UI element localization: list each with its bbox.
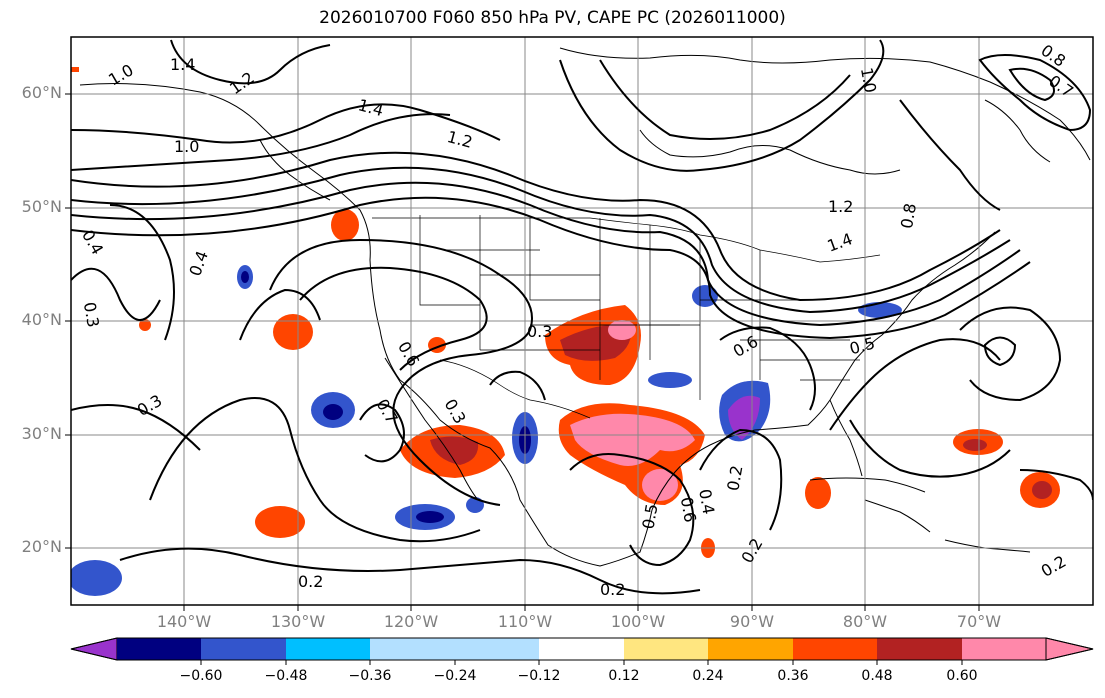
gridlines [71,37,1093,605]
colorbar-label: −0.60 [179,668,223,684]
contour-label: 0.6 [677,496,700,524]
contour-label: 0.8 [897,202,920,230]
colorbar-label: −0.48 [264,668,308,684]
colorbar-label: 0.36 [777,668,809,684]
colorbar-swatch [539,638,624,660]
colorbar-label: −0.36 [348,668,392,684]
colorbar-swatch [624,638,708,660]
lat-label-30n: 30°N [21,424,62,443]
colorbar-swatch [962,638,1046,660]
contour-label: 1.0 [174,137,199,156]
lon-label-130w: 130°W [270,612,326,631]
contour-label: 0.3 [527,322,552,341]
colorbar-swatch [370,638,455,660]
colorbar-swatch [201,638,286,660]
colorbar-label: 0.24 [692,668,724,684]
colorbar-label: 0.48 [861,668,893,684]
colorbar-swatch [793,638,877,660]
lon-label-80w: 80°W [842,612,888,631]
colorbar-swatch [708,638,793,660]
colorbar-swatch [286,638,370,660]
contour-label: 0.2 [298,572,323,591]
colorbar-swatch [455,638,539,660]
colorbar-swatch [117,638,201,660]
colorbar-swatch-under [70,637,118,661]
lon-label-90w: 90°W [729,612,775,631]
colorbar-label: 0.60 [946,668,978,684]
contour-label: 0.2 [600,580,625,599]
lon-label-140w: 140°W [156,612,212,631]
lat-label-50n: 50°N [21,197,62,216]
lon-label-110w: 110°W [497,612,553,631]
contour-label: 0.4 [695,487,718,515]
lat-label-20n: 20°N [21,537,62,556]
colorbar [70,637,1094,665]
contour-label: 1.4 [170,55,195,74]
contour-label: 0.5 [638,502,661,530]
colorbar-label: −0.24 [433,668,477,684]
contour-label: 0.2 [723,464,746,492]
map-title: 2026010700 F060 850 hPa PV, CAPE PC (202… [319,8,786,28]
colorbar-swatch [877,638,962,660]
lon-label-120w: 120°W [383,612,439,631]
colorbar-swatch-over [1045,637,1094,661]
colorbar-label: 0.12 [608,668,640,684]
pv-contours [71,39,1093,595]
lon-label-100w: 100°W [610,612,666,631]
colorbar-label: −0.12 [517,668,561,684]
contour-label: 0.3 [80,301,103,329]
lon-label-70w: 70°W [956,612,1002,631]
contour-label: 1.2 [828,197,853,216]
contour-label: 1.0 [857,66,880,94]
lat-label-40n: 40°N [21,310,62,329]
lat-label-60n: 60°N [21,83,62,102]
axis-ticks [65,93,980,611]
